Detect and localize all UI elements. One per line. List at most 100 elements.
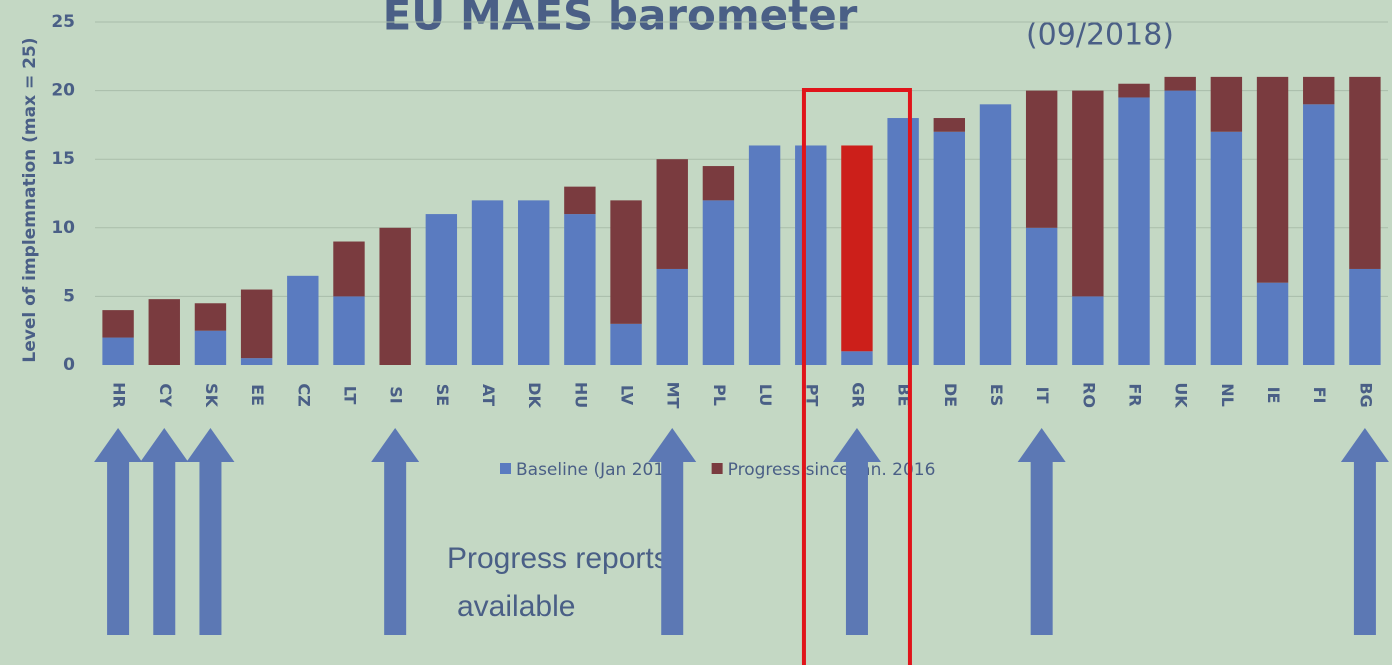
bar-segment — [102, 310, 133, 337]
y-tick-label: 15 — [51, 149, 75, 169]
x-tick-label: SK — [202, 383, 221, 408]
x-tick-label: HR — [110, 382, 129, 408]
bar-segment — [472, 200, 503, 365]
x-tick-label: FR — [1126, 383, 1145, 406]
bar-segment — [102, 338, 133, 365]
page: {"chart_data": {"type": "stacked_bar", "… — [0, 0, 1392, 665]
legend-swatch — [712, 463, 723, 474]
y-tick-label: 20 — [51, 81, 75, 101]
x-tick-label: LV — [618, 385, 637, 406]
bar-segment — [934, 132, 965, 365]
x-tick-label: EE — [248, 384, 267, 406]
bar-segment — [1211, 132, 1242, 365]
bar-segment — [518, 200, 549, 365]
arrow-head — [371, 428, 419, 462]
arrow-shaft — [107, 455, 129, 635]
bar-segment — [795, 145, 826, 365]
arrow-shaft — [199, 455, 221, 635]
legend-swatch — [500, 463, 511, 474]
bar-segment — [749, 145, 780, 365]
bar-segment — [1257, 283, 1288, 365]
bar-segment — [1349, 77, 1380, 269]
bar-segment — [657, 269, 688, 365]
bar-segment — [1118, 97, 1149, 365]
legend-label: Baseline (Jan 2016) — [516, 460, 682, 480]
x-tick-label: DE — [941, 383, 960, 407]
chart-title: EU MAES barometer — [383, 0, 858, 40]
arrow-shaft — [1354, 455, 1376, 635]
x-tick-label: GR — [848, 382, 867, 407]
bar-segment — [841, 145, 872, 351]
x-tick-label: UK — [1172, 382, 1191, 408]
bar-segment — [703, 200, 734, 365]
bar-segment — [657, 159, 688, 269]
x-tick-label: LT — [340, 386, 359, 405]
bar-segment — [1072, 296, 1103, 365]
y-tick-label: 0 — [63, 355, 75, 375]
bar-segment — [1072, 91, 1103, 297]
bar-segment — [1164, 77, 1195, 91]
arrow-shaft — [153, 455, 175, 635]
bar-segment — [887, 118, 918, 365]
bar-segment — [610, 324, 641, 365]
arrow-head — [186, 428, 234, 462]
bar-segment — [379, 228, 410, 365]
legend-label: Progress since Jan. 2016 — [728, 460, 936, 480]
bar-segment — [287, 276, 318, 365]
x-tick-label: HU — [571, 382, 590, 408]
bar-segment — [564, 214, 595, 365]
chart-subtitle: (09/2018) — [1026, 18, 1174, 53]
arrow-head — [1018, 428, 1066, 462]
x-tick-label: CY — [156, 383, 175, 407]
bar-segment — [980, 104, 1011, 365]
bar-segment — [333, 296, 364, 365]
bar-segment — [1303, 77, 1334, 104]
x-tick-label: MT — [664, 382, 683, 409]
bar-segment — [564, 187, 595, 214]
arrow-shaft — [846, 455, 868, 635]
bar-segment — [841, 351, 872, 365]
bar-segment — [195, 303, 226, 330]
bar-segment — [934, 118, 965, 132]
bar-segment — [149, 299, 180, 365]
bar-segment — [1349, 269, 1380, 365]
x-tick-label: ES — [987, 384, 1006, 406]
bar-segment — [1303, 104, 1334, 365]
arrow-head — [1341, 428, 1389, 462]
x-tick-label: AT — [479, 384, 498, 406]
x-tick-label: CZ — [294, 383, 313, 406]
x-tick-label: DK — [525, 382, 544, 408]
x-tick-label: SI — [387, 386, 406, 403]
arrow-head — [833, 428, 881, 462]
bar-segment — [1164, 91, 1195, 365]
bar-segment — [703, 166, 734, 200]
chart: EU MAES barometer (09/2018) Level of imp… — [0, 0, 1392, 665]
bar-segment — [1257, 77, 1288, 283]
bar-segment — [1118, 84, 1149, 98]
y-tick-label: 5 — [63, 286, 75, 306]
y-axis-label: Level of implemnation (max = 25) — [20, 37, 40, 362]
arrow-shaft — [661, 455, 683, 635]
bar-segment — [195, 331, 226, 365]
arrow-head — [140, 428, 188, 462]
bar-segment — [1211, 77, 1242, 132]
x-tick-label: IE — [1264, 387, 1283, 404]
bar-segment — [1026, 91, 1057, 228]
x-tick-label: LU — [756, 384, 775, 407]
x-tick-label: FI — [1310, 387, 1329, 404]
x-tick-label: BG — [1356, 382, 1375, 407]
bar-segment — [1026, 228, 1057, 365]
x-tick-label: PL — [710, 384, 729, 406]
bar-segment — [333, 242, 364, 297]
x-tick-label: SE — [433, 384, 452, 406]
arrow-shaft — [384, 455, 406, 635]
arrow-head — [94, 428, 142, 462]
x-tick-label: NL — [1218, 383, 1237, 407]
arrow-head — [648, 428, 696, 462]
bar-segment — [426, 214, 457, 365]
y-tick-label: 10 — [51, 218, 75, 238]
x-tick-label: RO — [1079, 382, 1098, 408]
x-tick-label: IT — [1033, 387, 1052, 404]
bar-segment — [241, 358, 272, 365]
